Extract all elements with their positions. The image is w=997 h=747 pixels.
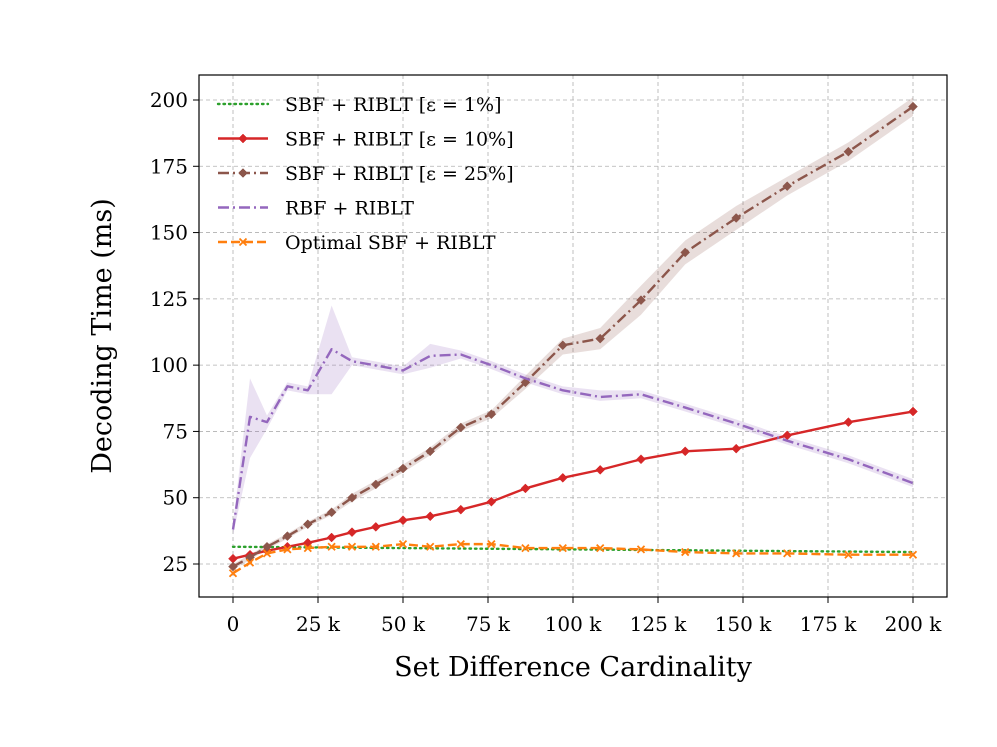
y-axis-title: Decoding Time (ms) — [87, 198, 118, 474]
point-series-4 — [681, 547, 690, 557]
point-series-2 — [425, 446, 436, 457]
x-tick-label: 125 k — [630, 612, 688, 636]
point-series-4 — [283, 545, 292, 554]
point-series-4 — [398, 539, 408, 549]
point-series-4 — [487, 539, 496, 549]
point-series-2 — [302, 519, 313, 530]
point-series-4 — [347, 542, 357, 551]
x-tick-label: 25 k — [296, 612, 341, 636]
tick-layer: 0 25 k 50 k 75 k 100 k 125 k 150 k 175 k 200 k 25… — [150, 88, 942, 636]
point-series-2 — [282, 531, 293, 542]
legend-label-0: SBF + RIBLT [ε = 1%] — [285, 94, 502, 116]
legend-marker-1 — [238, 133, 248, 144]
legend-label-4: Optimal SBF + RIBLT — [285, 232, 496, 254]
point-series-2 — [595, 333, 606, 344]
series-4 — [228, 539, 918, 578]
point-series-4 — [245, 558, 255, 567]
x-tick-label: 100 k — [545, 612, 603, 636]
y-tick-label: 200 — [150, 88, 188, 112]
y-tick-label: 25 — [163, 552, 188, 576]
point-series-1 — [398, 515, 408, 526]
series-0 — [231, 545, 915, 554]
legend-marker-2 — [238, 168, 248, 178]
x-tick-label: 200 k — [885, 612, 943, 636]
series-3 — [231, 348, 914, 530]
point-series-4 — [596, 543, 605, 553]
y-tick-label: 75 — [163, 419, 188, 443]
point-series-1 — [520, 483, 531, 494]
legend-marker-4 — [238, 237, 248, 247]
series-layer — [228, 101, 918, 578]
point-series-2 — [228, 561, 238, 572]
point-series-4 — [908, 550, 918, 559]
point-series-1 — [486, 496, 497, 507]
point-series-2 — [326, 507, 337, 518]
point-series-4 — [426, 542, 435, 551]
point-series-4 — [262, 549, 272, 558]
y-tick-label: 175 — [150, 154, 188, 178]
series-line-0 — [231, 545, 915, 554]
legend-label-1: SBF + RIBLT [ε = 10%] — [285, 129, 514, 151]
point-series-1 — [731, 443, 742, 454]
point-series-2 — [782, 181, 793, 192]
point-series-2 — [486, 409, 497, 420]
point-series-2 — [347, 492, 357, 503]
y-tick-label: 125 — [150, 287, 188, 311]
point-series-2 — [843, 146, 854, 157]
point-series-2 — [731, 213, 742, 223]
point-series-2 — [455, 422, 466, 433]
y-tick-label: 100 — [150, 353, 188, 377]
point-series-2 — [636, 295, 646, 306]
point-series-4 — [636, 545, 646, 554]
point-series-1 — [843, 417, 854, 428]
y-tick-label: 50 — [163, 486, 188, 510]
y-tick-label: 150 — [150, 221, 188, 245]
point-series-4 — [228, 569, 238, 578]
point-series-2 — [557, 340, 568, 351]
point-series-4 — [327, 542, 336, 551]
point-series-2 — [680, 247, 691, 258]
point-series-1 — [326, 532, 337, 543]
x-tick-label: 75 k — [466, 612, 511, 636]
legend: SBF + RIBLT [ε = 1%] SBF + RIBLT [ε = 10%… — [216, 94, 514, 254]
x-tick-label: 150 k — [715, 612, 773, 636]
band-series-2 — [233, 97, 913, 570]
series-line-3 — [231, 348, 914, 530]
point-series-1 — [680, 446, 691, 457]
point-series-1 — [455, 504, 466, 515]
x-tick-label: 0 — [227, 612, 240, 636]
confidence-bands — [233, 97, 913, 570]
x-axis-title: Set Difference Cardinality — [394, 652, 752, 683]
point-series-4 — [783, 549, 792, 558]
x-tick-label: 175 k — [800, 612, 858, 636]
point-series-4 — [558, 543, 567, 553]
point-series-2 — [398, 463, 408, 474]
point-series-4 — [844, 550, 853, 559]
point-series-4 — [521, 543, 530, 553]
x-tick-label: 50 k — [381, 612, 426, 636]
point-series-1 — [636, 454, 646, 465]
point-series-1 — [425, 511, 436, 522]
point-series-2 — [370, 479, 381, 490]
point-series-1 — [370, 522, 381, 532]
point-series-4 — [456, 539, 465, 549]
point-series-4 — [371, 542, 380, 551]
series-2 — [228, 101, 918, 572]
point-series-2 — [908, 101, 918, 112]
point-series-1 — [595, 465, 606, 475]
legend-label-2: SBF + RIBLT [ε = 25%] — [285, 163, 514, 185]
point-series-1 — [347, 527, 357, 538]
point-series-4 — [732, 549, 741, 558]
legend-label-3: RBF + RIBLT — [285, 198, 414, 220]
point-series-2 — [262, 541, 272, 552]
point-series-1 — [557, 472, 568, 483]
point-series-4 — [303, 543, 312, 553]
series-1 — [228, 406, 918, 564]
point-series-1 — [908, 406, 918, 417]
